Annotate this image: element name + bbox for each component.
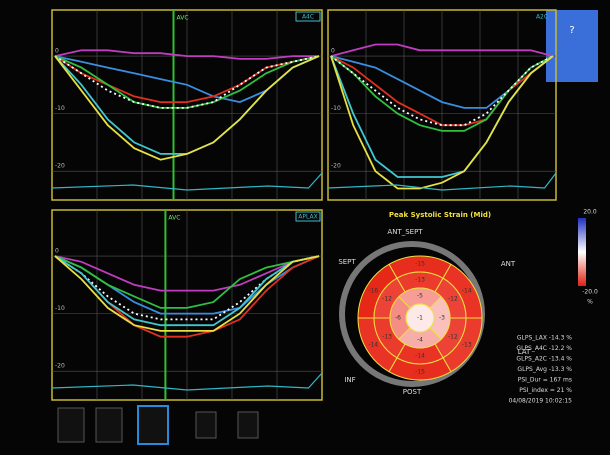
y-tick-label: -20 [55,363,65,370]
strain-curve [54,255,320,292]
summary-line: PSI_Dur = 167 ms [518,377,572,384]
strain-curve [54,55,320,103]
strain-curve [330,55,554,190]
scale-unit: % [587,299,593,306]
scale-min: -20.0 [582,289,598,296]
thumbnail[interactable] [237,411,259,439]
segment-value: -16 [368,288,378,295]
y-tick-label: -20 [55,163,65,170]
segment-value: -14 [368,342,378,349]
strain-curve [330,55,554,132]
y-tick-label: -20 [331,163,341,170]
segment-value: -12 [448,334,458,341]
color-bar [578,218,586,286]
segment-value: -13 [382,334,392,341]
view-label-box [295,211,321,222]
segment-label: INF [344,376,355,384]
y-tick-label: -10 [55,305,65,312]
thumbnail[interactable] [57,407,85,443]
segment-value: -4 [417,337,423,344]
y-tick-label: 0 [331,48,335,55]
help-widget[interactable] [546,10,598,82]
thumbnail[interactable] [95,407,123,443]
thumbnails [57,405,259,445]
segment-value: -12 [448,296,458,303]
thumbnail[interactable] [137,405,169,445]
segment-label: ANT [501,260,516,268]
strain-curve [54,55,320,109]
view-label: A2C [536,14,548,21]
summary-line: 04/08/2019 10:02:15 [509,398,573,405]
strain-curve [330,43,554,57]
segment-value: -15 [415,261,425,268]
segment [405,303,435,333]
strain-curve [54,255,320,332]
segment-label: SEPT [338,258,356,266]
summary-line: GLPS_A4C -12.2 % [516,345,572,352]
scale-max: 20.0 [583,209,597,216]
view-label: A4C [302,14,314,21]
strain-curve [54,49,319,60]
segment-label: ANT_SEPT [387,228,423,236]
thumbnail[interactable] [195,411,217,439]
y-tick-label: -10 [55,105,65,112]
segment-value: -14 [415,353,425,360]
segment-value: -13 [415,277,425,284]
y-tick-label: -10 [331,105,341,112]
summary-line: GLPS_Avg -13.3 % [517,366,572,373]
strain-curve [330,55,554,127]
ecg-trace [51,372,323,391]
y-tick-label: 0 [55,248,59,255]
segment-label: POST [403,388,422,396]
segment-value: -6 [395,315,401,322]
segment-value: -1 [417,315,423,322]
segment-value: -13 [462,342,472,349]
y-tick-label: 0 [55,48,59,55]
segment-value: -15 [415,369,425,376]
strain-curve [54,255,320,327]
ecg-trace [51,172,323,191]
strain-curve [330,55,554,127]
segment-value: -5 [417,293,423,300]
view-label-box [295,11,321,22]
help-label: ? [569,25,574,36]
segment-value: -14 [462,288,472,295]
segment-value: -3 [439,315,445,322]
avc-label: AVC [177,15,189,22]
strain-curve [54,55,320,161]
summary-line: GLPS_A2C -13.4 % [516,356,572,363]
summary-line: GLPS_LAX -14.3 % [517,335,572,342]
bullseye-title: Peak Systolic Strain (Mid) [389,211,491,219]
avc-label: AVC [168,215,180,222]
ecg-trace [327,172,557,191]
view-label: APLAX [298,214,317,221]
segment-label: LAT [518,348,531,356]
summary-line: PSI_index = 21 % [519,387,572,394]
strain-curve [54,255,320,309]
segment-value: -12 [382,296,392,303]
